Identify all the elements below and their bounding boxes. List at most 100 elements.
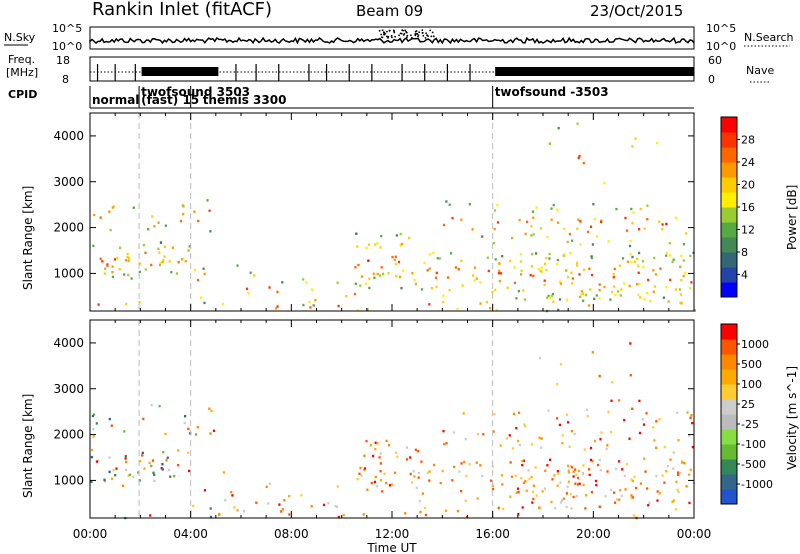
- range-gate-cell: [642, 265, 645, 269]
- range-gate-cell: [636, 257, 639, 261]
- range-gate-cell: [221, 302, 224, 306]
- range-gate-cell: [646, 218, 649, 221]
- range-gate-cell: [126, 252, 129, 256]
- range-gate-cell: [652, 426, 655, 429]
- range-gate-cell: [188, 469, 191, 473]
- range-gate-cell: [196, 426, 199, 429]
- range-gate-cell: [388, 443, 391, 447]
- range-gate-cell: [577, 218, 580, 221]
- range-gate-cell: [512, 412, 516, 416]
- range-gate-cell: [276, 290, 279, 294]
- range-gate-cell: [632, 211, 635, 214]
- range-gate-cell: [366, 308, 369, 311]
- range-gate-cell: [202, 267, 205, 270]
- x-tick-label: 12:00: [375, 527, 410, 541]
- colorbar-swatch: [721, 369, 737, 385]
- range-gate-cell: [603, 181, 606, 185]
- range-gate-cell: [479, 464, 482, 467]
- y-tick-label: 1000: [53, 266, 84, 280]
- range-gate-cell: [394, 255, 397, 258]
- range-gate-cell: [534, 466, 537, 469]
- velocity-colorbar: 1000 500 100 25 -25 -100 -500 -1000: [720, 323, 773, 505]
- range-gate-cell: [616, 290, 620, 293]
- range-gate-cell: [379, 246, 382, 249]
- range-gate-cell: [236, 509, 239, 512]
- range-gate-cell: [509, 495, 512, 498]
- range-gate-cell: [432, 463, 436, 467]
- range-gate-cell: [157, 247, 160, 250]
- range-gate-cell: [577, 476, 580, 480]
- range-gate-cell: [456, 509, 459, 513]
- range-gate-cell: [595, 294, 598, 297]
- range-gate-cell: [161, 468, 164, 471]
- range-gate-cell: [420, 460, 423, 463]
- range-gate-cell: [322, 503, 326, 507]
- range-gate-cell: [379, 479, 382, 482]
- nave-tick-top: 60: [708, 54, 722, 67]
- range-gate-cell: [524, 480, 527, 483]
- range-gate-cell: [556, 258, 559, 262]
- range-gate-cell: [359, 466, 362, 470]
- range-gate-cell: [141, 451, 144, 455]
- range-gate-cell: [502, 507, 505, 511]
- range-gate-cell: [520, 269, 523, 272]
- range-gate-cell: [184, 415, 187, 418]
- power-data: [92, 113, 696, 313]
- range-gate-cell: [574, 468, 577, 471]
- range-gate-cell: [562, 254, 565, 257]
- range-gate-cell: [668, 254, 671, 257]
- range-gate-cell: [563, 253, 566, 256]
- range-gate-cell: [181, 258, 184, 261]
- range-gate-cell: [611, 381, 614, 384]
- range-gate-cell: [566, 298, 569, 301]
- range-gate-cell: [492, 242, 495, 245]
- range-gate-cell: [641, 260, 644, 263]
- range-gate-cell: [249, 271, 252, 274]
- range-gate-cell: [495, 309, 498, 312]
- range-gate-cell: [412, 470, 415, 473]
- range-gate-cell: [656, 499, 659, 502]
- range-gate-cell: [394, 262, 397, 266]
- range-gate-cell: [110, 424, 113, 427]
- range-gate-cell: [679, 471, 682, 475]
- nsearch-point: [414, 30, 417, 33]
- range-gate-cell: [475, 277, 478, 280]
- range-gate-cell: [438, 257, 441, 260]
- range-gate-cell: [138, 262, 141, 265]
- range-gate-cell: [150, 464, 153, 468]
- range-gate-cell: [509, 461, 512, 464]
- range-gate-cell: [92, 428, 95, 431]
- range-gate-cell: [481, 474, 484, 478]
- range-gate-cell: [521, 506, 524, 509]
- range-gate-cell: [374, 447, 377, 451]
- range-gate-cell: [691, 445, 694, 449]
- range-gate-cell: [274, 307, 277, 310]
- range-gate-cell: [691, 421, 694, 425]
- range-gate-cell: [267, 502, 270, 505]
- x-tick-label: 00:00: [73, 527, 108, 541]
- range-gate-cell: [309, 306, 312, 309]
- range-gate-cell: [442, 294, 445, 297]
- range-gate-cell: [432, 251, 435, 254]
- range-gate-cell: [158, 404, 161, 408]
- range-gate-cell: [571, 277, 574, 280]
- range-gate-cell: [588, 468, 591, 471]
- range-gate-cell: [218, 513, 221, 516]
- range-gate-cell: [556, 221, 560, 224]
- range-gate-cell: [242, 510, 246, 513]
- range-gate-cell: [118, 268, 121, 271]
- range-gate-cell: [538, 506, 541, 509]
- colorbar-frame: [720, 323, 738, 505]
- range-gate-cell: [111, 265, 114, 268]
- range-gate-cell: [587, 304, 591, 307]
- range-gate-cell: [451, 479, 454, 482]
- range-gate-cell: [671, 260, 674, 264]
- colorbar-tick-label: -1000: [741, 478, 773, 491]
- range-gate-cell: [689, 416, 692, 419]
- nsearch-point: [390, 34, 393, 37]
- range-gate-cell: [529, 274, 532, 277]
- range-gate-cell: [125, 302, 128, 306]
- range-gate-cell: [382, 272, 385, 276]
- range-gate-cell: [638, 431, 642, 435]
- range-gate-cell: [492, 430, 495, 433]
